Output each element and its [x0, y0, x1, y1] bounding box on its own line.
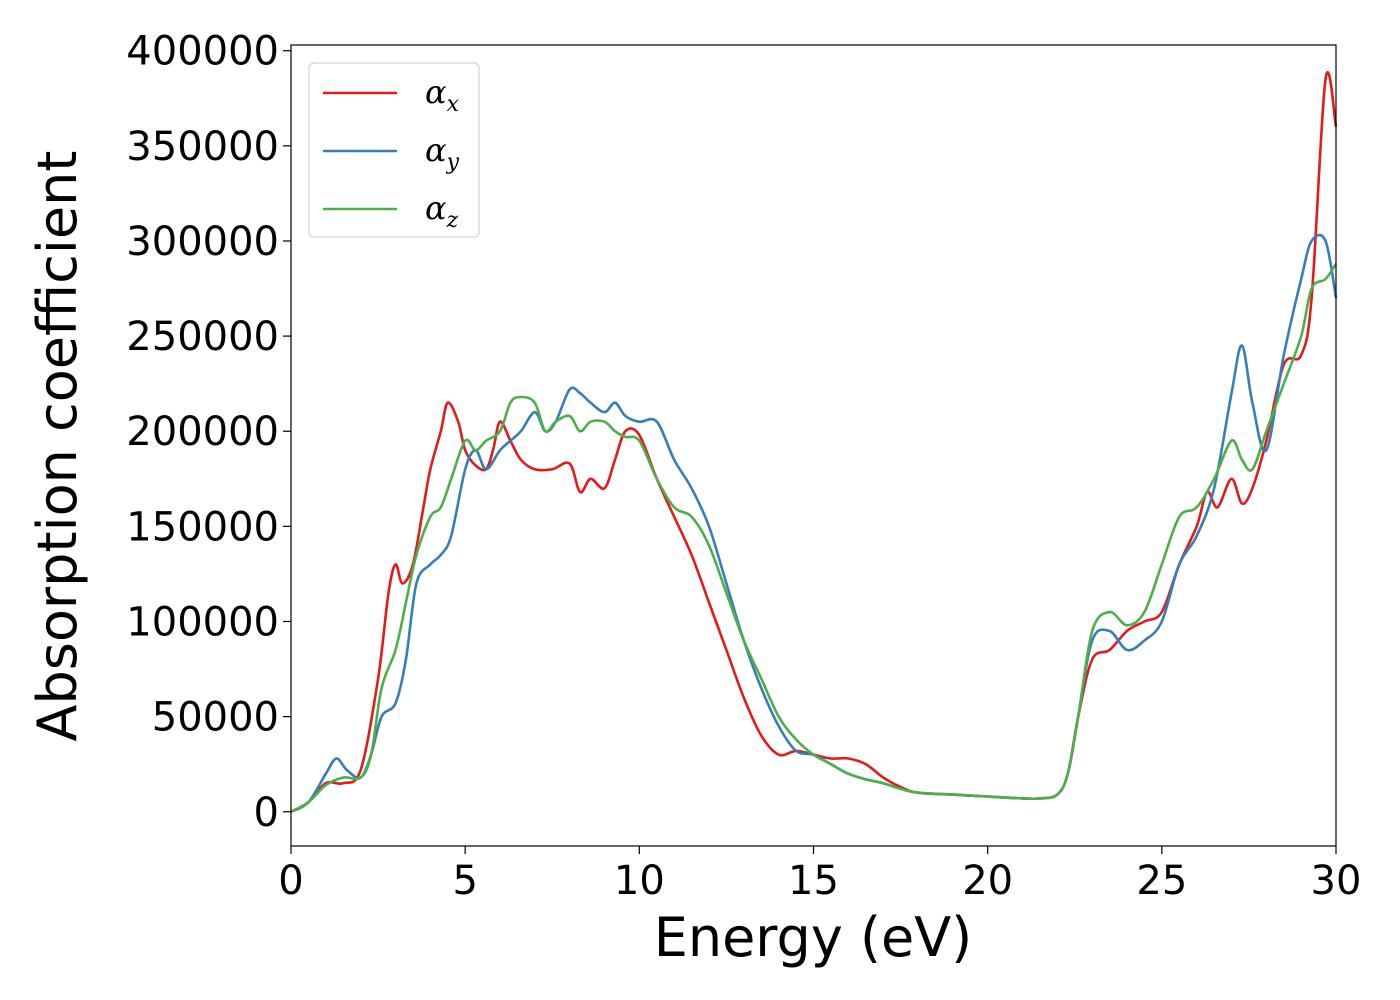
series-line-z	[290, 263, 1338, 813]
y-tick-label: 400000	[126, 29, 279, 75]
y-tick-label: 200000	[126, 409, 279, 455]
y-tick-label: 100000	[126, 599, 279, 645]
legend-label-y: αy	[425, 131, 460, 175]
y-tick-label: 0	[254, 790, 279, 836]
x-tick-label: 30	[1311, 858, 1362, 904]
y-tick-label: 250000	[126, 314, 279, 360]
legend: αx αy αz	[308, 62, 480, 238]
x-axis: 0 5 10 15 20 25 30	[278, 846, 1361, 904]
x-axis-title: Energy (eV)	[654, 906, 973, 969]
x-tick-label: 20	[962, 858, 1013, 904]
legend-label-z: αz	[425, 189, 459, 233]
y-axis: 0 50000 100000 150000 200000 250000 300000 3500…	[126, 29, 291, 836]
y-tick-label: 50000	[152, 695, 279, 741]
y-tick-label: 300000	[126, 219, 279, 265]
x-tick-label: 15	[788, 858, 839, 904]
x-tick-label: 10	[614, 858, 665, 904]
x-tick-label: 25	[1136, 858, 1187, 904]
series-line-y	[290, 233, 1338, 813]
y-tick-label: 350000	[126, 124, 279, 170]
series-line-x	[290, 71, 1338, 813]
y-tick-label: 150000	[126, 504, 279, 550]
series-layer	[290, 71, 1338, 813]
x-tick-label: 0	[278, 858, 303, 904]
x-tick-label: 5	[452, 858, 477, 904]
y-axis-title: Absorption coefficient	[26, 151, 89, 742]
legend-label-x: αx	[425, 73, 460, 117]
